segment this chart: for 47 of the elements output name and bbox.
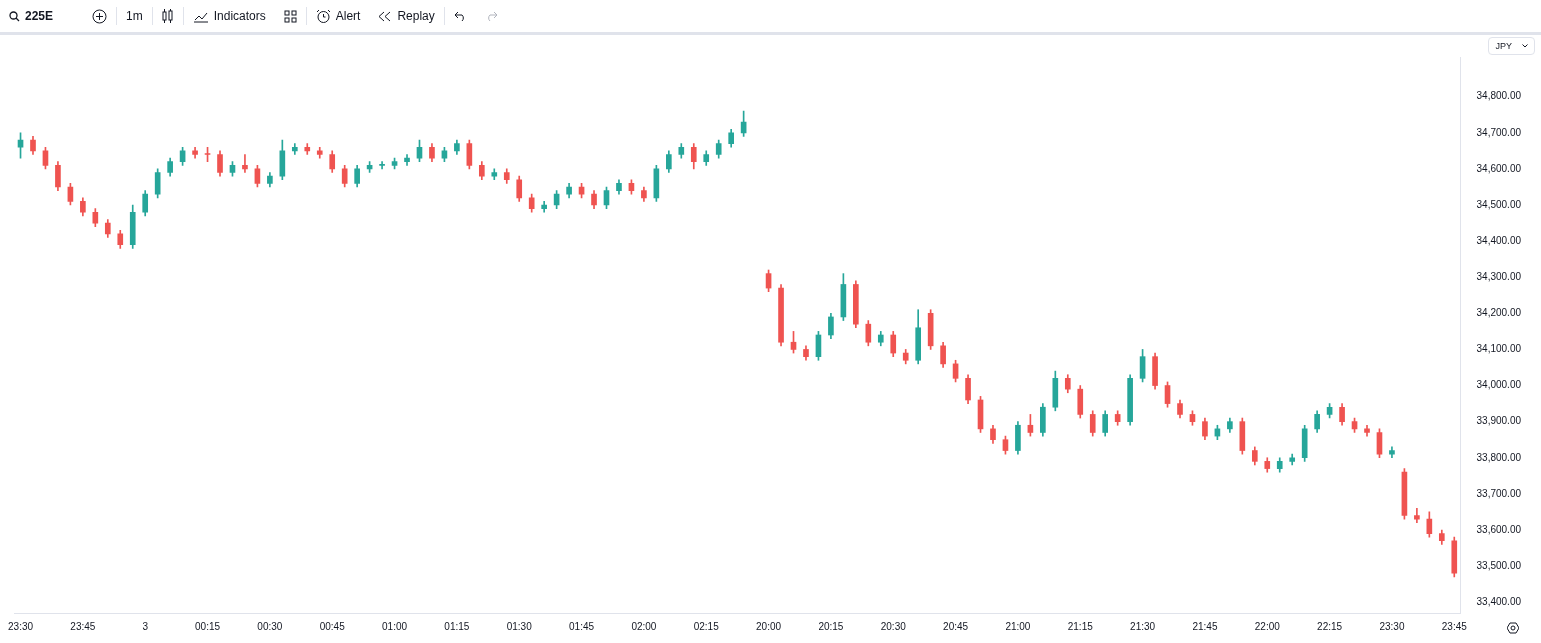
x-tick-label: 20:15 bbox=[818, 620, 844, 632]
x-tick-label: 00:30 bbox=[257, 620, 283, 632]
x-tick-label: 22:15 bbox=[1317, 620, 1343, 632]
x-tick-label: 20:00 bbox=[756, 620, 782, 632]
x-tick-label: 21:45 bbox=[1192, 620, 1218, 632]
x-tick-label: 21:15 bbox=[1067, 620, 1094, 632]
x-tick-label: 01:30 bbox=[506, 620, 533, 632]
y-tick-label: 34,400.00 bbox=[1476, 234, 1522, 246]
x-tick-label: 23:30 bbox=[1379, 620, 1405, 632]
x-tick-label: 02:15 bbox=[693, 620, 720, 632]
text: Alert bbox=[335, 9, 361, 23]
x-tick-label: 00:45 bbox=[319, 620, 346, 632]
y-tick-label: 34,500.00 bbox=[1476, 198, 1522, 210]
y-tick-label: 34,100.00 bbox=[1476, 343, 1522, 355]
y-tick-label: 33,500.00 bbox=[1476, 559, 1522, 571]
text: JPY bbox=[1495, 41, 1512, 51]
x-tick-label: 20:45 bbox=[943, 620, 969, 632]
y-tick-label: 33,800.00 bbox=[1476, 451, 1522, 463]
candlestick bbox=[379, 161, 385, 170]
x-tick-label: 23:30 bbox=[8, 620, 34, 632]
text: 1m bbox=[126, 9, 143, 23]
y-tick-label: 34,800.00 bbox=[1476, 90, 1522, 102]
x-tick-label: 02:00 bbox=[631, 620, 657, 632]
x-tick-label: 23:45 bbox=[1441, 620, 1468, 632]
y-tick-label: 34,300.00 bbox=[1476, 270, 1522, 282]
x-tick-label: 00:15 bbox=[195, 620, 221, 632]
y-tick-label: 34,700.00 bbox=[1476, 126, 1522, 138]
x-tick-label: 01:15 bbox=[444, 620, 470, 632]
y-tick-label: 33,600.00 bbox=[1476, 523, 1522, 535]
x-tick-label: 21:00 bbox=[1005, 620, 1031, 632]
x-tick-label: 21:30 bbox=[1130, 620, 1156, 632]
y-tick-label: 34,000.00 bbox=[1476, 379, 1522, 391]
x-tick-label: 01:00 bbox=[382, 620, 408, 632]
y-tick-label: 34,200.00 bbox=[1476, 307, 1522, 319]
x-tick-label: 20:30 bbox=[880, 620, 907, 632]
candlestick bbox=[242, 154, 248, 173]
text: Replay bbox=[397, 9, 435, 23]
x-tick-label: 22:00 bbox=[1254, 620, 1281, 632]
text: Indicators bbox=[213, 9, 266, 23]
y-tick-label: 33,900.00 bbox=[1476, 415, 1522, 427]
x-tick-label: 23:45 bbox=[70, 620, 96, 632]
x-tick-label: 3 bbox=[142, 620, 149, 632]
x-tick-label: 01:45 bbox=[569, 620, 595, 632]
y-tick-label: 34,600.00 bbox=[1476, 162, 1522, 174]
y-tick-label: 33,400.00 bbox=[1476, 595, 1522, 607]
y-tick-label: 33,700.00 bbox=[1476, 487, 1522, 499]
chart-title: 225E bbox=[25, 9, 54, 23]
